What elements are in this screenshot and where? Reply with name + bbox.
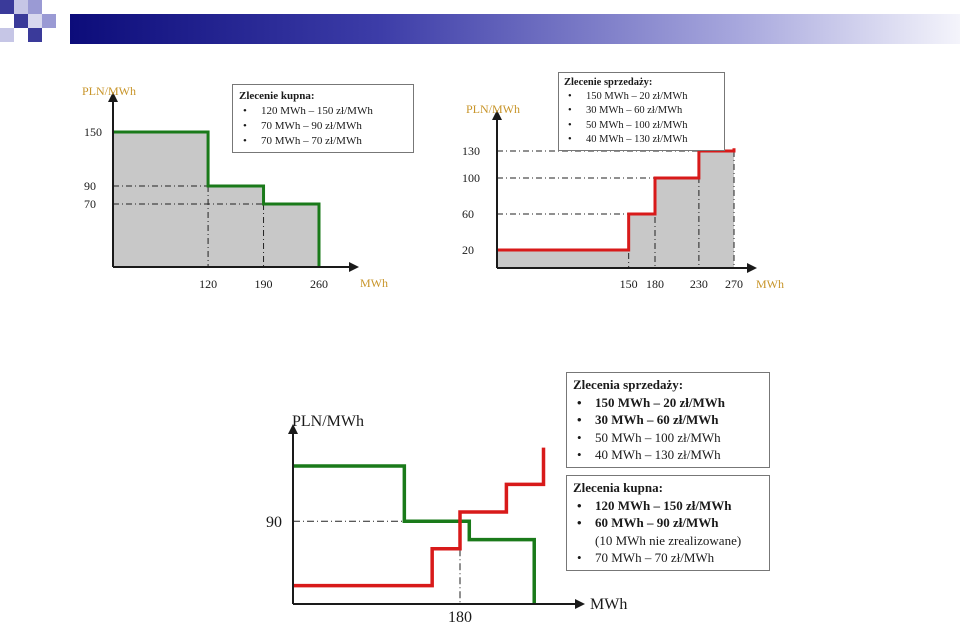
header-square (28, 0, 42, 14)
legend-item: 50 MWh – 100 zł/MWh (564, 119, 719, 133)
x-axis-head (349, 262, 359, 272)
legend-item: 150 MWh – 20 zł/MWh (564, 90, 719, 104)
x-axis-label: MWh (756, 277, 784, 291)
x-axis-head (575, 599, 585, 609)
y-axis-label: PLN/MWh (82, 84, 136, 98)
buy-step-line (113, 130, 321, 267)
legend-item: (10 MWh nie zrealizowane) (595, 532, 742, 548)
area-fill (497, 151, 735, 268)
y-tick-label: 90 (266, 514, 282, 531)
x-tick-label: 120 (199, 277, 217, 291)
header-square (14, 14, 28, 28)
area-fill (113, 132, 319, 267)
legend-item: 70 MWh – 90 zł/MWh (239, 119, 407, 134)
x-tick-label: 180 (646, 277, 664, 291)
header-square (28, 28, 42, 42)
x-tick-label: 270 (725, 277, 743, 291)
x-axis-label: MWh (590, 596, 627, 613)
buy-orders-legend: Zlecenia kupna: 120 MWh – 150 zł/MWh60 M… (566, 475, 770, 571)
y-tick-label: 100 (462, 171, 480, 185)
sell-order-legend: Zlecenie sprzedaży: 150 MWh – 20 zł/MWh … (558, 72, 725, 151)
x-tick-label: 190 (255, 277, 273, 291)
sell-step-line (497, 148, 736, 252)
x-tick-label: 180 (448, 609, 472, 626)
y-axis-head (288, 424, 298, 434)
legend-title: Zlecenia kupna: (573, 480, 663, 495)
y-axis-head (108, 92, 118, 102)
legend-item: 70 MWh – 70 zł/MWh (239, 134, 407, 149)
header-square (14, 0, 28, 14)
legend-item: 120 MWh – 150 zł/MWh (573, 497, 763, 515)
buy-step-line (293, 464, 536, 604)
y-tick-label: 60 (462, 207, 474, 221)
legend-item: 50 MWh – 100 zł/MWh (573, 429, 763, 447)
legend-item: 30 MWh – 60 zł/MWh (573, 411, 763, 429)
legend-title: Zlecenie sprzedaży: (564, 77, 653, 88)
sell-orders-list: 150 MWh – 20 zł/MWh30 MWh – 60 zł/MWh50 … (573, 394, 763, 464)
x-tick-label: 150 (620, 277, 638, 291)
legend-item: 70 MWh – 70 zł/MWh (573, 549, 763, 567)
sell-orders-legend: Zlecenia sprzedaży: 150 MWh – 20 zł/MWh3… (566, 372, 770, 468)
header-square (42, 14, 56, 28)
sell-step-line (293, 447, 546, 588)
x-axis-head (747, 263, 757, 273)
buy-orders-list: 120 MWh – 150 zł/MWh60 MWh – 90 zł/MWh(1… (573, 497, 763, 567)
x-tick-label: 260 (310, 277, 328, 291)
header-square (0, 28, 14, 42)
header-square (28, 14, 42, 28)
legend-item: 40 MWh – 130 zł/MWh (564, 133, 719, 147)
y-axis-label: PLN/MWh (466, 102, 520, 116)
y-tick-label: 20 (462, 243, 474, 257)
y-tick-label: 150 (84, 125, 102, 139)
y-axis-head (492, 110, 502, 120)
slide-header-decoration (0, 0, 960, 60)
y-tick-label: 70 (84, 197, 96, 211)
y-axis-label: PLN/MWh (292, 413, 364, 430)
header-square (0, 0, 14, 14)
legend-item: 60 MWh – 90 zł/MWh (573, 514, 763, 532)
legend-item: 30 MWh – 60 zł/MWh (564, 104, 719, 118)
x-axis-label: MWh (360, 276, 388, 290)
legend-item: 40 MWh – 130 zł/MWh (573, 446, 763, 464)
x-tick-label: 230 (690, 277, 708, 291)
y-tick-label: 130 (462, 144, 480, 158)
legend-item: 150 MWh – 20 zł/MWh (573, 394, 763, 412)
legend-title: Zlecenia sprzedaży: (573, 377, 684, 392)
y-tick-label: 90 (84, 179, 96, 193)
legend-item: 120 MWh – 150 zł/MWh (239, 104, 407, 119)
legend-title: Zlecenie kupna: (239, 90, 315, 102)
buy-order-legend: Zlecenie kupna: 120 MWh – 150 zł/MWh 70 … (232, 84, 414, 154)
header-bar (70, 14, 960, 44)
